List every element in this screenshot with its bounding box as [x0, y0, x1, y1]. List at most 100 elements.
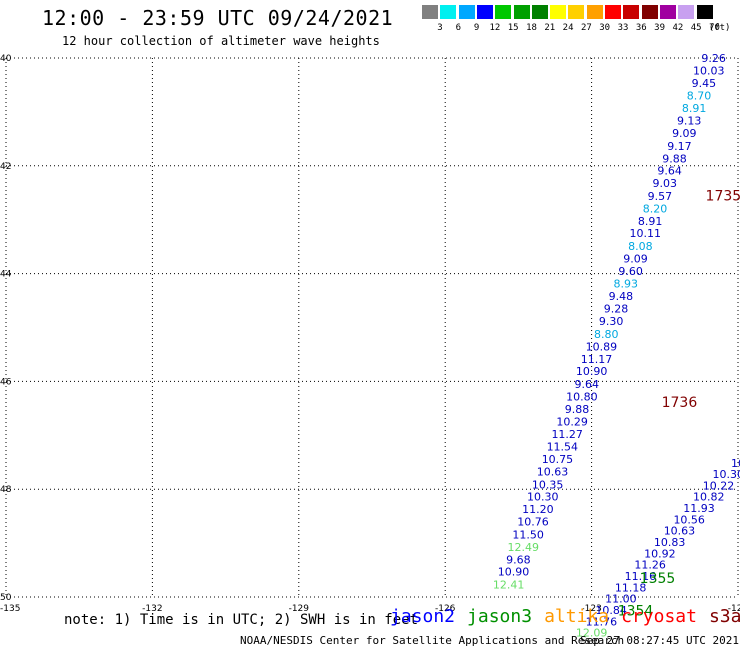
wave-height-label: 10.82	[693, 491, 725, 504]
wave-height-label: 8.91	[682, 102, 707, 115]
wave-height-label: 11.26	[634, 559, 666, 572]
legend-tick-label: 39	[654, 23, 666, 33]
wave-height-label: 8.91	[638, 215, 663, 228]
legend-tick-label: 21	[544, 23, 556, 33]
wave-height-label: 9.48	[609, 290, 634, 303]
wave-height-label: 11.50	[512, 528, 544, 541]
wave-height-label: 9.64	[657, 165, 682, 178]
wave-height-label: 8.70	[687, 90, 712, 103]
legend-tick-label: 6	[455, 23, 461, 33]
legend-swatch	[568, 5, 585, 19]
wave-height-label: 10.30	[712, 468, 740, 481]
wave-height-label: 9.88	[662, 152, 687, 165]
wave-height-label: 9.09	[623, 253, 648, 266]
wave-height-label: 10.35	[532, 478, 564, 491]
wave-height-label: 10.90	[498, 566, 530, 579]
footer-credit: NOAA/NESDIS Center for Satellite Applica…	[240, 634, 625, 647]
legend-tick-label: 12	[489, 23, 501, 33]
wave-height-label: 10.76	[517, 516, 549, 529]
legend-tick-label: 9	[473, 23, 480, 33]
footer-note: note: 1) Time is in UTC; 2) SWH is in fe…	[64, 612, 419, 628]
wave-height-label: 10.83	[654, 536, 686, 549]
wave-height-label: 11.20	[522, 503, 554, 516]
wave-height-label: 10.84	[595, 604, 627, 617]
legend-tick-label: 3	[437, 23, 443, 33]
satellite-jason2: jason2	[390, 606, 456, 627]
footer-timestamp: Sep 27 08:27:45 UTC 2021	[580, 634, 739, 647]
legend-swatch	[513, 5, 530, 19]
wave-height-label: 9.88	[565, 403, 590, 416]
wave-height-label: 11.27	[551, 428, 583, 441]
legend-swatch	[476, 5, 493, 19]
pass-time-label: 1355	[640, 571, 676, 587]
wave-height-label: 11.76	[586, 615, 618, 628]
lon-tick-label: -129	[289, 604, 310, 614]
wave-height-label: 10.11	[630, 227, 662, 240]
legend-tick-label: 45	[690, 23, 702, 33]
legend-tick-label: 18	[526, 23, 537, 33]
legend-unit: (ft)	[708, 23, 731, 33]
satellite-s3a: s3a	[708, 606, 740, 627]
legend-swatch	[678, 5, 695, 19]
satellite-jason3: jason3	[467, 606, 533, 627]
wave-height-label: 10.75	[542, 453, 574, 466]
wave-height-label: 10.90	[576, 365, 608, 378]
wave-height-label: 10.03	[693, 64, 725, 77]
wave-height-label: 9.17	[667, 140, 692, 153]
wave-height-label: 11.54	[547, 441, 579, 454]
legend-swatch	[422, 5, 438, 19]
wave-height-label: 10	[731, 457, 740, 470]
wave-height-label: 11.18	[615, 581, 647, 594]
wave-height-label: 8.08	[628, 240, 653, 253]
wave-height-label: 8.93	[614, 277, 639, 290]
wave-height-label: 9.03	[653, 177, 678, 190]
wave-height-label: 8.80	[594, 328, 619, 341]
legend-tick-label: 27	[580, 23, 592, 33]
wave-height-label: 11.00	[605, 593, 637, 606]
legend-swatch	[659, 5, 676, 19]
wave-height-label: 12.09	[576, 627, 608, 640]
legend-tick-label: 42	[672, 23, 684, 33]
legend-swatch	[495, 5, 512, 19]
pass-time-label: 1736	[662, 395, 698, 411]
wave-height-label: 9.68	[506, 553, 531, 566]
wave-height-label: 10.30	[527, 491, 559, 504]
wave-height-label: 10.22	[703, 479, 735, 492]
wave-height-label: 9.57	[648, 190, 673, 203]
wave-height-label: 9.09	[672, 127, 697, 140]
wave-height-label: 10.29	[556, 415, 588, 428]
wave-height-label: 9.13	[677, 115, 702, 128]
lon-tick-label: -120	[728, 604, 740, 614]
wave-height-label: 10.80	[566, 390, 598, 403]
page-title: 12:00 - 23:59 UTC 09/24/2021	[42, 6, 394, 30]
lon-tick-label: -126	[435, 604, 456, 614]
lat-tick-label: 50	[0, 593, 12, 603]
legend-swatch	[586, 5, 603, 19]
wave-height-label: 9.26	[701, 52, 726, 65]
wave-height-label: 10.56	[673, 513, 705, 526]
pass-time-label: 1735	[706, 188, 740, 204]
lon-tick-label: -132	[142, 604, 162, 614]
wave-height-label: 11.93	[683, 502, 715, 515]
wave-height-label: 11.16	[625, 570, 657, 583]
legend-swatch	[641, 5, 658, 19]
wave-height-label: 10.92	[644, 547, 676, 560]
page-subtitle: 12 hour collection of altimeter wave hei…	[62, 34, 380, 48]
wave-height-label: 9.28	[604, 303, 629, 316]
legend-swatch	[550, 5, 567, 19]
satellite-legend: jason2 jason3 altika cryosat s3a	[390, 606, 740, 627]
satellite-cryosat: cryosat	[621, 606, 697, 627]
satellite-altika: altika	[544, 606, 610, 627]
legend-swatch	[458, 5, 475, 19]
wave-height-label: 9.64	[574, 378, 599, 391]
legend-swatch	[605, 5, 621, 19]
wave-height-label: 9.45	[692, 77, 717, 90]
legend-tick-label: 33	[617, 23, 629, 33]
pass-time-label: 1354	[618, 603, 654, 619]
wave-height-label: 10.89	[586, 340, 618, 353]
legend-tick-label: 15	[507, 23, 519, 33]
legend-swatch	[623, 5, 640, 19]
wave-height-label: 12.49	[508, 541, 540, 554]
legend-swatch	[531, 5, 548, 19]
